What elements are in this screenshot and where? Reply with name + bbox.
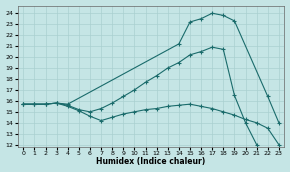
X-axis label: Humidex (Indice chaleur): Humidex (Indice chaleur) xyxy=(97,157,206,166)
